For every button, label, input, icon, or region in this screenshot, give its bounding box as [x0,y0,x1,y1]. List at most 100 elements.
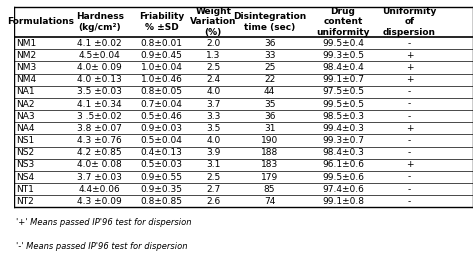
Text: NA3: NA3 [17,112,35,121]
Text: -: - [408,100,411,108]
Text: 4.5±0.04: 4.5±0.04 [79,51,121,60]
Text: 4.0: 4.0 [206,136,220,145]
Text: 4.0: 4.0 [206,87,220,96]
Text: 36: 36 [264,112,275,121]
Text: 4.0± 0.08: 4.0± 0.08 [77,160,122,169]
Text: 0.5±0.04: 0.5±0.04 [141,136,182,145]
Text: +: + [406,160,413,169]
Text: 3.9: 3.9 [206,148,220,157]
Text: 99.3±0.7: 99.3±0.7 [322,136,364,145]
Text: 0.9±0.45: 0.9±0.45 [141,51,182,60]
Text: 4.3 ±0.76: 4.3 ±0.76 [77,136,122,145]
Text: -: - [408,136,411,145]
Text: 2.7: 2.7 [206,185,220,194]
Text: 3.5 ±0.03: 3.5 ±0.03 [77,87,122,96]
Text: -: - [408,185,411,194]
Text: -: - [408,148,411,157]
Text: 35: 35 [264,100,275,108]
Text: 96.1±0.6: 96.1±0.6 [322,160,364,169]
Text: 1.0±0.04: 1.0±0.04 [141,63,182,72]
Text: 3.8 ±0.07: 3.8 ±0.07 [77,124,122,133]
Text: 97.5±0.5: 97.5±0.5 [322,87,364,96]
Text: 2.5: 2.5 [206,172,220,182]
Text: 36: 36 [264,39,275,48]
Text: NT2: NT2 [17,197,34,206]
Text: -: - [408,87,411,96]
Text: 3.3: 3.3 [206,112,220,121]
Text: NM1: NM1 [17,39,37,48]
Text: 1.0±0.46: 1.0±0.46 [141,75,182,84]
Text: NS2: NS2 [17,148,35,157]
Text: 4.4±0.06: 4.4±0.06 [79,185,121,194]
Text: 0.8±0.85: 0.8±0.85 [141,197,183,206]
Text: 3.7: 3.7 [206,100,220,108]
Text: +: + [406,75,413,84]
Text: 0.5±0.46: 0.5±0.46 [141,112,182,121]
Text: 97.4±0.6: 97.4±0.6 [322,185,364,194]
Text: '+' Means passed IP'96 test for dispersion: '+' Means passed IP'96 test for dispersi… [16,218,191,227]
Text: 2.0: 2.0 [206,39,220,48]
Text: +: + [406,124,413,133]
Text: 4.0 ±0.13: 4.0 ±0.13 [77,75,122,84]
Text: 33: 33 [264,51,275,60]
Text: 4.1 ±0.02: 4.1 ±0.02 [77,39,122,48]
Text: 4.1 ±0.34: 4.1 ±0.34 [77,100,122,108]
Text: 4.0± 0.09: 4.0± 0.09 [77,63,122,72]
Text: 0.9±0.35: 0.9±0.35 [141,185,183,194]
Text: NM2: NM2 [17,51,36,60]
Text: 85: 85 [264,185,275,194]
Text: 74: 74 [264,197,275,206]
Text: 99.5±0.6: 99.5±0.6 [322,172,364,182]
Text: +: + [406,63,413,72]
Text: 22: 22 [264,75,275,84]
Text: 0.8±0.05: 0.8±0.05 [141,87,183,96]
Text: 0.8±0.01: 0.8±0.01 [141,39,183,48]
Text: NT1: NT1 [17,185,35,194]
Text: 0.4±0.13: 0.4±0.13 [141,148,182,157]
Text: NA1: NA1 [17,87,35,96]
Text: NM3: NM3 [17,63,37,72]
Text: 99.3±0.5: 99.3±0.5 [322,51,364,60]
Text: NA4: NA4 [17,124,35,133]
Text: 0.9±0.03: 0.9±0.03 [141,124,183,133]
Text: 98.4±0.3: 98.4±0.3 [322,148,364,157]
Text: -: - [408,197,411,206]
Text: 183: 183 [261,160,278,169]
Text: 1.3: 1.3 [206,51,220,60]
Text: 188: 188 [261,148,278,157]
Text: NS3: NS3 [17,160,35,169]
Text: 99.5±0.4: 99.5±0.4 [322,39,364,48]
Text: 25: 25 [264,63,275,72]
Text: +: + [406,51,413,60]
Text: 0.9±0.55: 0.9±0.55 [141,172,183,182]
Text: -: - [408,112,411,121]
Text: 4.2 ±0.85: 4.2 ±0.85 [77,148,122,157]
Text: Formulations: Formulations [7,17,73,26]
Text: 3.7 ±0.03: 3.7 ±0.03 [77,172,122,182]
Text: Weight
Variation
(%): Weight Variation (%) [190,7,237,37]
Text: 3.1: 3.1 [206,160,220,169]
Text: -: - [408,39,411,48]
Text: 44: 44 [264,87,275,96]
Text: Uniformity
of
dispersion: Uniformity of dispersion [383,7,437,37]
Text: NM4: NM4 [17,75,36,84]
Text: 99.5±0.5: 99.5±0.5 [322,100,364,108]
Text: Drug
content
uniformity: Drug content uniformity [316,7,370,37]
Text: 0.7±0.04: 0.7±0.04 [141,100,182,108]
Text: 98.5±0.3: 98.5±0.3 [322,112,364,121]
Text: 4.3 ±0.09: 4.3 ±0.09 [77,197,122,206]
Text: Hardness
(kg/cm²): Hardness (kg/cm²) [76,12,124,32]
Text: Friability
% ±SD: Friability % ±SD [139,12,184,32]
Text: 0.5±0.03: 0.5±0.03 [141,160,183,169]
Text: -: - [408,172,411,182]
Text: NS1: NS1 [17,136,35,145]
Text: 190: 190 [261,136,278,145]
Text: 3.5: 3.5 [206,124,220,133]
Text: 99.1±0.7: 99.1±0.7 [322,75,364,84]
Text: 31: 31 [264,124,275,133]
Text: 99.4±0.3: 99.4±0.3 [322,124,364,133]
Text: 179: 179 [261,172,278,182]
Text: 2.4: 2.4 [206,75,220,84]
Text: 98.4±0.4: 98.4±0.4 [322,63,364,72]
Text: 99.1±0.8: 99.1±0.8 [322,197,364,206]
